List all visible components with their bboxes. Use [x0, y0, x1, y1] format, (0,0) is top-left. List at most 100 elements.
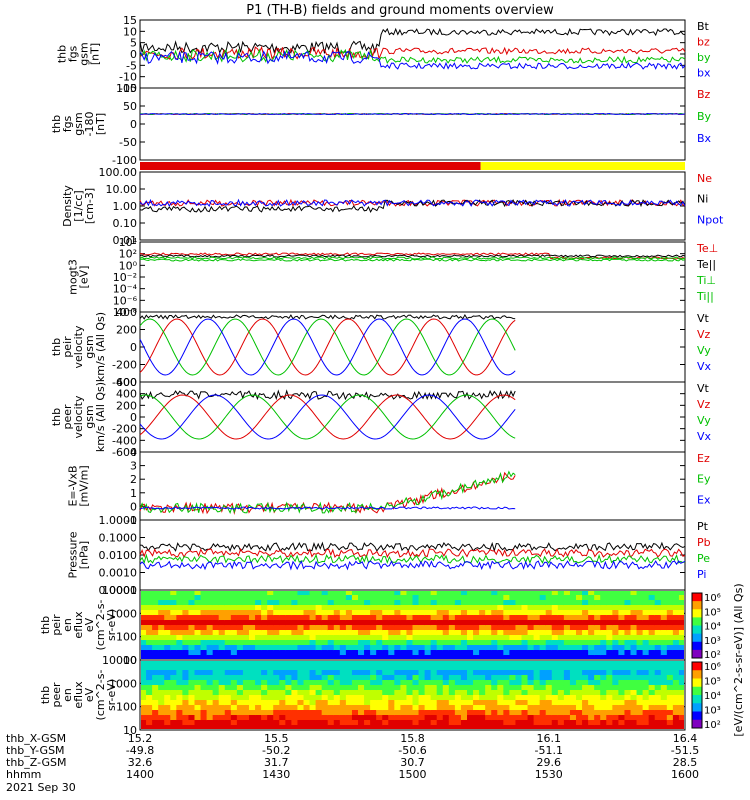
heat-cell: [594, 695, 601, 701]
heat-cell: [660, 625, 668, 631]
heat-cell: [255, 690, 262, 696]
heat-cell: [563, 670, 571, 676]
heat-cell: [448, 720, 456, 726]
heat-cell: [351, 675, 359, 681]
heat-cell: [424, 665, 432, 671]
heat-cell: [672, 625, 680, 631]
heat-cell: [406, 695, 413, 701]
heat-cell: [242, 655, 250, 659]
heat-cell: [418, 605, 426, 611]
heat-cell: [297, 610, 304, 616]
heat-cell: [618, 650, 625, 656]
heat-cell: [448, 685, 456, 691]
heat-cell: [630, 690, 638, 696]
heat-cell: [388, 620, 395, 626]
heat-cell: [642, 685, 650, 691]
series-Ti||: [139, 258, 686, 262]
heat-cell: [497, 645, 504, 651]
heat-cell: [576, 640, 583, 646]
heat-cell: [624, 700, 631, 706]
heat-cell: [194, 640, 202, 646]
heatmap-cells: [141, 661, 684, 729]
heat-cell: [491, 665, 498, 671]
heat-cell: [569, 610, 577, 616]
heat-cell: [594, 600, 601, 606]
heat-cell: [224, 705, 232, 711]
heat-cell: [315, 725, 323, 729]
heat-cell: [394, 685, 401, 691]
heat-cell: [273, 720, 280, 726]
heat-cell: [382, 655, 389, 659]
heat-cell: [333, 685, 341, 691]
heat-cell: [467, 591, 474, 596]
heat-cell: [200, 595, 208, 601]
heat-cell: [164, 661, 171, 666]
heat-cell: [666, 675, 674, 681]
heat-cell: [206, 700, 214, 706]
heat-cell: [146, 605, 153, 611]
heat-cell: [594, 725, 601, 729]
heat-cell: [533, 600, 541, 606]
heat-cell: [678, 675, 684, 681]
heat-cell: [551, 661, 559, 666]
heat-cell: [364, 705, 371, 711]
y-tick-label: 2: [130, 473, 137, 486]
heat-cell: [303, 650, 311, 656]
heat-cell: [569, 685, 577, 691]
heat-cell: [509, 595, 516, 601]
heat-cell: [218, 705, 226, 711]
heat-cell: [563, 695, 571, 701]
heat-cell: [521, 630, 529, 636]
heat-cell: [339, 655, 347, 659]
heat-cell: [678, 650, 684, 656]
heat-cell: [164, 675, 171, 681]
heat-cell: [521, 715, 529, 721]
heat-cell: [545, 680, 553, 686]
heat-cell: [569, 690, 577, 696]
heat-cell: [612, 705, 619, 711]
colorbar-frame: [691, 661, 703, 729]
heat-cell: [412, 640, 420, 646]
heat-cell: [376, 675, 383, 681]
heat-cell: [291, 725, 298, 729]
heat-cell: [333, 605, 341, 611]
heat-cell: [297, 650, 304, 656]
panel-temperature: 10⁴10²10⁰10⁻²10⁻⁴10⁻⁶10⁻⁸mogt3[eV]Te⊥Te|…: [67, 236, 719, 319]
heat-cell: [321, 705, 329, 711]
heat-cell: [370, 700, 377, 706]
heat-cell: [249, 635, 256, 641]
heat-cell: [273, 650, 280, 656]
heat-cell: [291, 675, 298, 681]
y-tick-label: 1: [130, 487, 137, 500]
heat-cell: [400, 610, 407, 616]
series-bx: [139, 49, 686, 70]
heat-cell: [400, 670, 407, 676]
heat-cell: [436, 690, 444, 696]
heat-cell: [364, 615, 371, 621]
heat-cell: [242, 605, 250, 611]
heat-cell: [436, 615, 444, 621]
heat-cell: [672, 685, 680, 691]
heat-cell: [612, 695, 619, 701]
heat-cell: [491, 630, 498, 636]
heat-cell: [394, 600, 401, 606]
x-row-label-2: thb_Z-GSM: [6, 756, 66, 769]
heat-cell: [176, 620, 183, 626]
heat-cell: [170, 685, 177, 691]
heat-cell: [327, 600, 335, 606]
heat-cell: [430, 675, 438, 681]
heat-cell: [370, 670, 377, 676]
heat-cell: [255, 620, 262, 626]
heat-cell: [370, 695, 377, 701]
heat-cell: [224, 725, 232, 729]
heat-cell: [170, 640, 177, 646]
heat-cell: [436, 640, 444, 646]
heat-cell: [485, 620, 492, 626]
heat-cell: [242, 675, 250, 681]
heat-cell: [164, 695, 171, 701]
heat-cell: [418, 665, 426, 671]
heat-cell: [146, 675, 153, 681]
heat-cell: [376, 705, 383, 711]
heat-cell: [146, 635, 153, 641]
heat-cell: [255, 661, 262, 666]
